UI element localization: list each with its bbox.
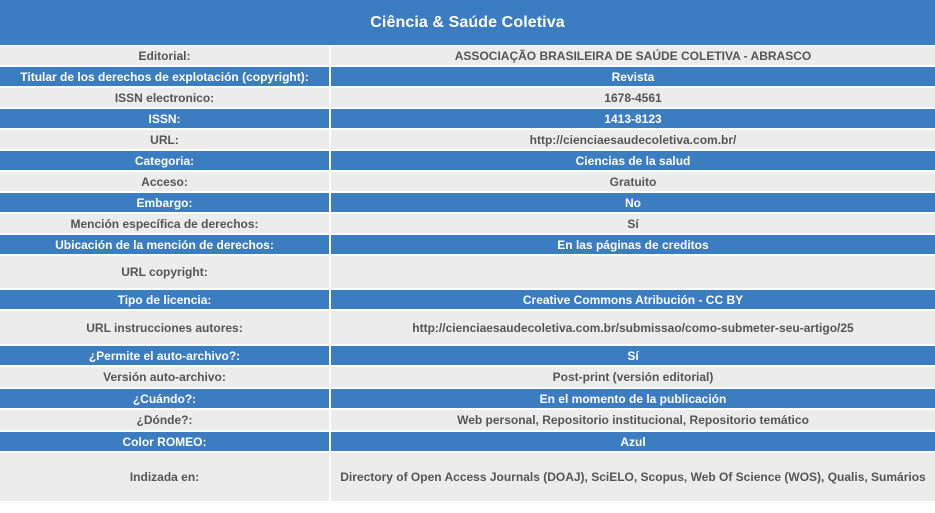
row-label: ISSN: <box>0 109 331 128</box>
row-value: Sí <box>331 214 935 233</box>
row-label: ISSN electronico: <box>0 88 331 107</box>
table-row-indexed-in: Indizada en: Directory of Open Access Jo… <box>0 453 935 503</box>
row-label: Indizada en: <box>0 453 331 501</box>
row-label: Color ROMEO: <box>0 432 331 451</box>
row-value: Web personal, Repositorio institucional,… <box>331 410 935 430</box>
row-value: Post-print (versión editorial) <box>331 367 935 387</box>
row-value <box>331 256 935 288</box>
table-row-eissn: ISSN electronico: 1678-4561 <box>0 88 935 109</box>
row-label: Editorial: <box>0 46 331 65</box>
row-value: 1413-8123 <box>331 109 935 128</box>
table-row-url: URL: http://cienciaesaudecoletiva.com.br… <box>0 130 935 151</box>
row-label: URL: <box>0 130 331 149</box>
row-value: En las páginas de creditos <box>331 235 935 254</box>
row-value: Revista <box>331 67 935 86</box>
row-label: Embargo: <box>0 193 331 212</box>
row-label: Mención específica de derechos: <box>0 214 331 233</box>
author-instructions-link[interactable]: http://cienciaesaudecoletiva.com.br/subm… <box>331 311 935 344</box>
page-title: Ciência & Saúde Coletiva <box>0 0 935 46</box>
row-value: Azul <box>331 432 935 451</box>
table-row-editorial: Editorial: ASSOCIAÇÃO BRASILEIRA DE SAÚD… <box>0 46 935 67</box>
table-row-rights-location: Ubicación de la mención de derechos: En … <box>0 235 935 256</box>
row-value: 1678-4561 <box>331 88 935 107</box>
row-label: ¿Permite el auto-archivo?: <box>0 346 331 365</box>
table-row-where: ¿Dónde?: Web personal, Repositorio insti… <box>0 410 935 432</box>
row-label: Titular de los derechos de explotación (… <box>0 67 331 86</box>
row-label: Acceso: <box>0 172 331 191</box>
row-value: Ciencias de la salud <box>331 151 935 170</box>
row-label: Categoria: <box>0 151 331 170</box>
row-label: URL instrucciones autores: <box>0 311 331 344</box>
row-value: En el momento de la publicación <box>331 389 935 408</box>
table-row-copyright-holder: Titular de los derechos de explotación (… <box>0 67 935 88</box>
journal-url-link[interactable]: http://cienciaesaudecoletiva.com.br/ <box>331 130 935 149</box>
table-row-embargo: Embargo: No <box>0 193 935 214</box>
row-label: Versión auto-archivo: <box>0 367 331 387</box>
row-value: No <box>331 193 935 212</box>
row-value: Creative Commons Atribución - CC BY <box>331 290 935 309</box>
row-label: ¿Cuándo?: <box>0 389 331 408</box>
row-value: Directory of Open Access Journals (DOAJ)… <box>331 453 935 501</box>
table-row-self-archive-version: Versión auto-archivo: Post-print (versió… <box>0 367 935 389</box>
table-row-access: Acceso: Gratuito <box>0 172 935 193</box>
table-row-self-archive-allowed: ¿Permite el auto-archivo?: Sí <box>0 346 935 367</box>
row-label: Ubicación de la mención de derechos: <box>0 235 331 254</box>
row-label: Tipo de licencia: <box>0 290 331 309</box>
table-row-license-type: Tipo de licencia: Creative Commons Atrib… <box>0 290 935 311</box>
table-row-issn: ISSN: 1413-8123 <box>0 109 935 130</box>
table-row-author-instructions: URL instrucciones autores: http://cienci… <box>0 311 935 346</box>
table-row-rights-mention: Mención específica de derechos: Sí <box>0 214 935 235</box>
table-row-romeo-color: Color ROMEO: Azul <box>0 432 935 453</box>
row-value: ASSOCIAÇÃO BRASILEIRA DE SAÚDE COLETIVA … <box>331 46 935 65</box>
table-row-category: Categoria: Ciencias de la salud <box>0 151 935 172</box>
row-value: Sí <box>331 346 935 365</box>
table-row-copyright-url: URL copyright: <box>0 256 935 290</box>
info-table: Editorial: ASSOCIAÇÃO BRASILEIRA DE SAÚD… <box>0 46 935 503</box>
row-label: URL copyright: <box>0 256 331 288</box>
row-label: ¿Dónde?: <box>0 410 331 430</box>
table-row-when: ¿Cuándo?: En el momento de la publicació… <box>0 389 935 410</box>
row-value: Gratuito <box>331 172 935 191</box>
